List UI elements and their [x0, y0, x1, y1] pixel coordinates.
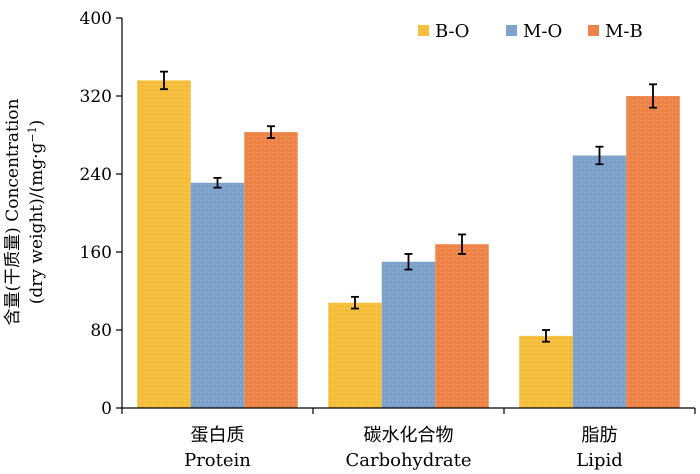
bar-m-b-1 [435, 244, 489, 408]
y-axis-label-units: (dry weight)/(mg·g−1) [26, 120, 47, 305]
error-bar-b-o-2 [542, 329, 550, 343]
bar-m-o-2 [572, 155, 627, 408]
bar-m-b-2 [626, 96, 680, 408]
y-axis-label-units-main: (dry weight)/(mg·g [27, 142, 47, 304]
category-label-en-0: Protein [184, 450, 251, 471]
error-bar-m-o-2 [595, 145, 604, 166]
error-bars-layer [160, 70, 657, 343]
bars-layer [137, 80, 680, 409]
legend-item-m-b: M-B [588, 21, 643, 42]
y-tick-label-160: 160 [80, 243, 112, 263]
error-bar-b-o-1 [351, 295, 359, 310]
legend-swatch-m-b [588, 25, 599, 36]
category-label-zh-2: 脂肪 [582, 425, 618, 446]
bar-b-o-0 [137, 80, 191, 409]
category-label-en-1: Carbohydrate [346, 450, 472, 471]
legend-item-b-o: B-O [418, 21, 469, 42]
error-bar-m-b-1 [458, 233, 466, 255]
bar-b-o-2 [519, 335, 573, 408]
legend-swatch-b-o [418, 25, 429, 36]
legend-label-m-o: M-O [523, 21, 562, 42]
error-bar-m-b-2 [649, 83, 657, 109]
error-bar-m-b-0 [267, 125, 275, 139]
bar-m-o-1 [381, 261, 436, 408]
y-axis-label: 含量(干质量) Concentration [3, 98, 23, 325]
y-tick-label-400: 400 [80, 9, 112, 29]
y-tick-label-240: 240 [80, 165, 112, 185]
bar-m-o-0 [190, 182, 245, 408]
bar-m-b-0 [244, 132, 298, 408]
legend-label-m-b: M-B [605, 21, 643, 42]
axes-layer: 0 80 160 240 320 400 蛋白质 Protein 碳水化合物 Carbohydra… [80, 9, 696, 471]
y-tick-label-80: 80 [90, 321, 112, 341]
category-label-zh-0: 蛋白质 [191, 425, 245, 446]
y-axis-label-units-exponent: −1 [26, 126, 39, 142]
legend-label-b-o: B-O [435, 21, 469, 42]
y-axis-label-units-close: ) [27, 120, 47, 127]
y-tick-label-0: 0 [101, 399, 112, 419]
error-bar-m-o-0 [213, 176, 222, 189]
bar-b-o-1 [328, 302, 382, 408]
y-tick-label-320: 320 [80, 87, 112, 107]
error-bar-b-o-0 [160, 70, 168, 91]
category-label-en-2: Lipid [576, 450, 623, 471]
error-bar-m-o-1 [404, 253, 413, 271]
legend-item-m-o: M-O [506, 21, 562, 42]
legend-swatch-m-o [506, 25, 517, 36]
legend: B-O M-O M-B [418, 21, 643, 42]
category-label-zh-1: 碳水化合物 [364, 425, 454, 446]
